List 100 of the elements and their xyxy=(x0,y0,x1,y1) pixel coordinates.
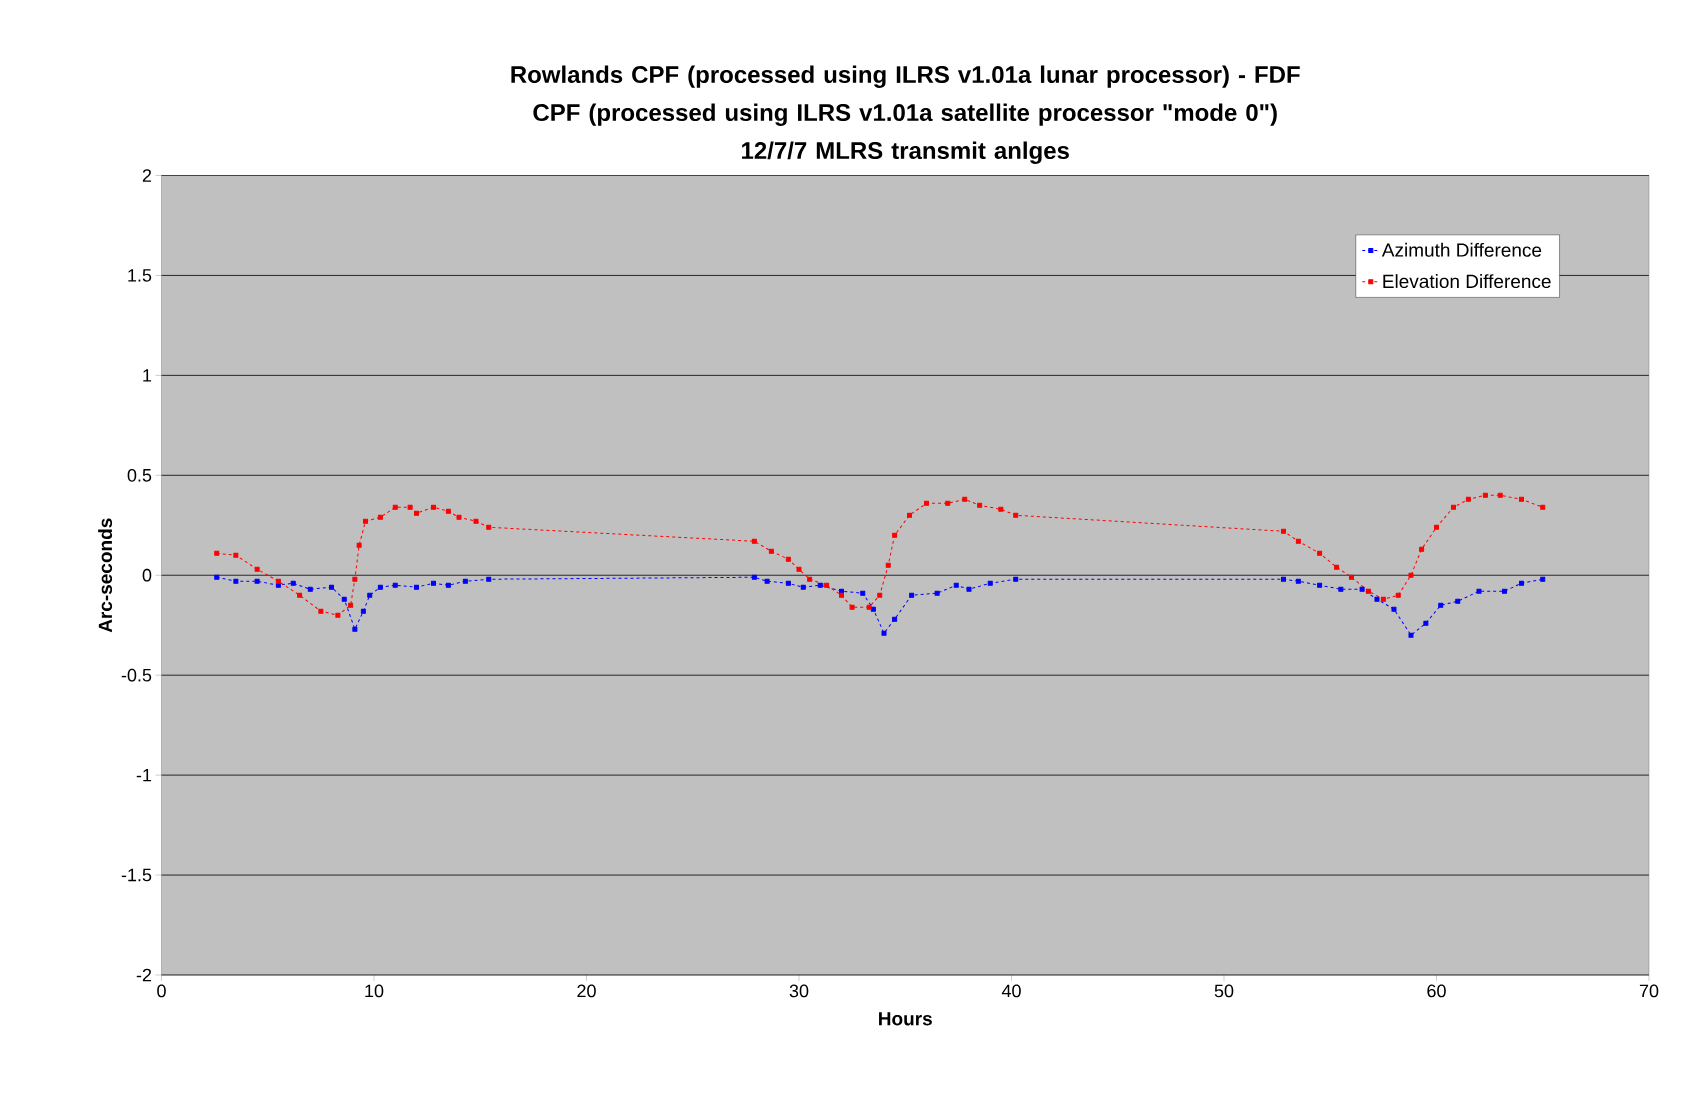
point xyxy=(473,518,479,524)
point xyxy=(1455,598,1461,604)
point xyxy=(290,580,296,586)
x-tick-label: 60 xyxy=(1427,984,1446,998)
x-tick-label: 70 xyxy=(1639,984,1659,998)
point xyxy=(233,578,239,584)
point xyxy=(877,592,883,598)
point xyxy=(1380,596,1386,602)
point xyxy=(1423,620,1429,626)
point xyxy=(785,580,791,586)
point xyxy=(392,504,398,510)
y-tick-label: 1 xyxy=(143,369,152,382)
point xyxy=(1482,492,1488,498)
point xyxy=(348,602,354,608)
point xyxy=(1374,596,1380,602)
point xyxy=(923,500,929,506)
x-axis-title: Hours xyxy=(879,1012,932,1026)
point xyxy=(751,574,757,580)
point xyxy=(1476,588,1482,594)
point xyxy=(377,514,383,520)
point xyxy=(1334,564,1340,570)
point xyxy=(768,548,774,554)
point xyxy=(1501,588,1507,594)
point xyxy=(1408,572,1414,578)
point xyxy=(1338,586,1344,592)
point xyxy=(881,630,887,636)
point xyxy=(1540,504,1546,510)
y-tick-label: 0.5 xyxy=(127,468,152,482)
point xyxy=(214,574,220,580)
point xyxy=(1295,538,1301,544)
point xyxy=(892,532,898,538)
point xyxy=(998,506,1004,512)
point xyxy=(1518,496,1524,502)
point xyxy=(962,496,968,502)
point xyxy=(1408,632,1414,638)
point xyxy=(849,604,855,610)
point xyxy=(1518,580,1524,586)
point xyxy=(838,592,844,598)
point xyxy=(1013,576,1019,582)
point xyxy=(1540,576,1546,582)
point xyxy=(1450,504,1456,510)
point xyxy=(906,512,912,518)
point xyxy=(329,584,334,590)
point xyxy=(796,566,802,572)
point xyxy=(367,592,373,598)
point xyxy=(1280,528,1286,534)
point xyxy=(1013,512,1019,518)
chart-title: Rowlands CPF (processed using ILRS v1.01a lunar processor) - FDF CPF (processed using ILRS v1.01a satellite processor "mode 0") xyxy=(511,65,1300,126)
x-tick-label: 40 xyxy=(1001,984,1021,998)
point xyxy=(1317,582,1323,588)
point xyxy=(966,586,972,592)
point xyxy=(352,626,358,632)
point xyxy=(445,582,451,588)
legend-label: Elevation Difference xyxy=(1383,274,1551,289)
point xyxy=(1365,588,1371,594)
point xyxy=(297,592,303,598)
point xyxy=(1419,546,1425,552)
point xyxy=(214,550,220,556)
point xyxy=(870,606,876,612)
point xyxy=(414,584,419,590)
point xyxy=(866,604,872,610)
point xyxy=(1433,524,1439,530)
point xyxy=(860,590,866,596)
x-tick-label: 0 xyxy=(157,984,166,998)
chart-subtitle: 12/7/7 MLRS transmit anlges xyxy=(742,141,1069,164)
point xyxy=(335,612,341,618)
point xyxy=(785,556,791,562)
y-axis-title: Arc-seconds xyxy=(98,518,113,633)
point xyxy=(341,596,347,602)
x-tick-label: 50 xyxy=(1214,984,1234,998)
point xyxy=(1317,550,1323,556)
point xyxy=(431,580,436,586)
y-tick-label: 0 xyxy=(142,568,152,582)
x-tick-label: 20 xyxy=(577,984,596,998)
y-tick-label: -1.5 xyxy=(121,868,152,882)
point xyxy=(462,578,468,584)
x-tick-label: 30 xyxy=(789,984,809,998)
point xyxy=(431,504,436,510)
point xyxy=(751,538,757,544)
point xyxy=(307,586,313,592)
y-tick-label: 1.5 xyxy=(128,269,152,282)
point xyxy=(254,578,260,584)
point xyxy=(824,582,830,588)
legend-label: Azimuth Difference xyxy=(1381,242,1542,257)
x-tick-label: 10 xyxy=(365,984,384,998)
point xyxy=(1465,496,1471,502)
point xyxy=(885,562,891,568)
y-tick-label: 2 xyxy=(142,169,152,182)
point xyxy=(764,578,770,584)
point xyxy=(1497,492,1503,498)
point xyxy=(817,582,823,588)
point xyxy=(807,576,813,582)
point xyxy=(1348,574,1354,580)
point xyxy=(414,510,419,516)
point xyxy=(1438,602,1444,608)
point xyxy=(934,590,940,596)
point xyxy=(254,566,260,572)
y-tick-label: -2 xyxy=(136,968,152,982)
point xyxy=(1395,592,1401,598)
point xyxy=(987,580,993,586)
